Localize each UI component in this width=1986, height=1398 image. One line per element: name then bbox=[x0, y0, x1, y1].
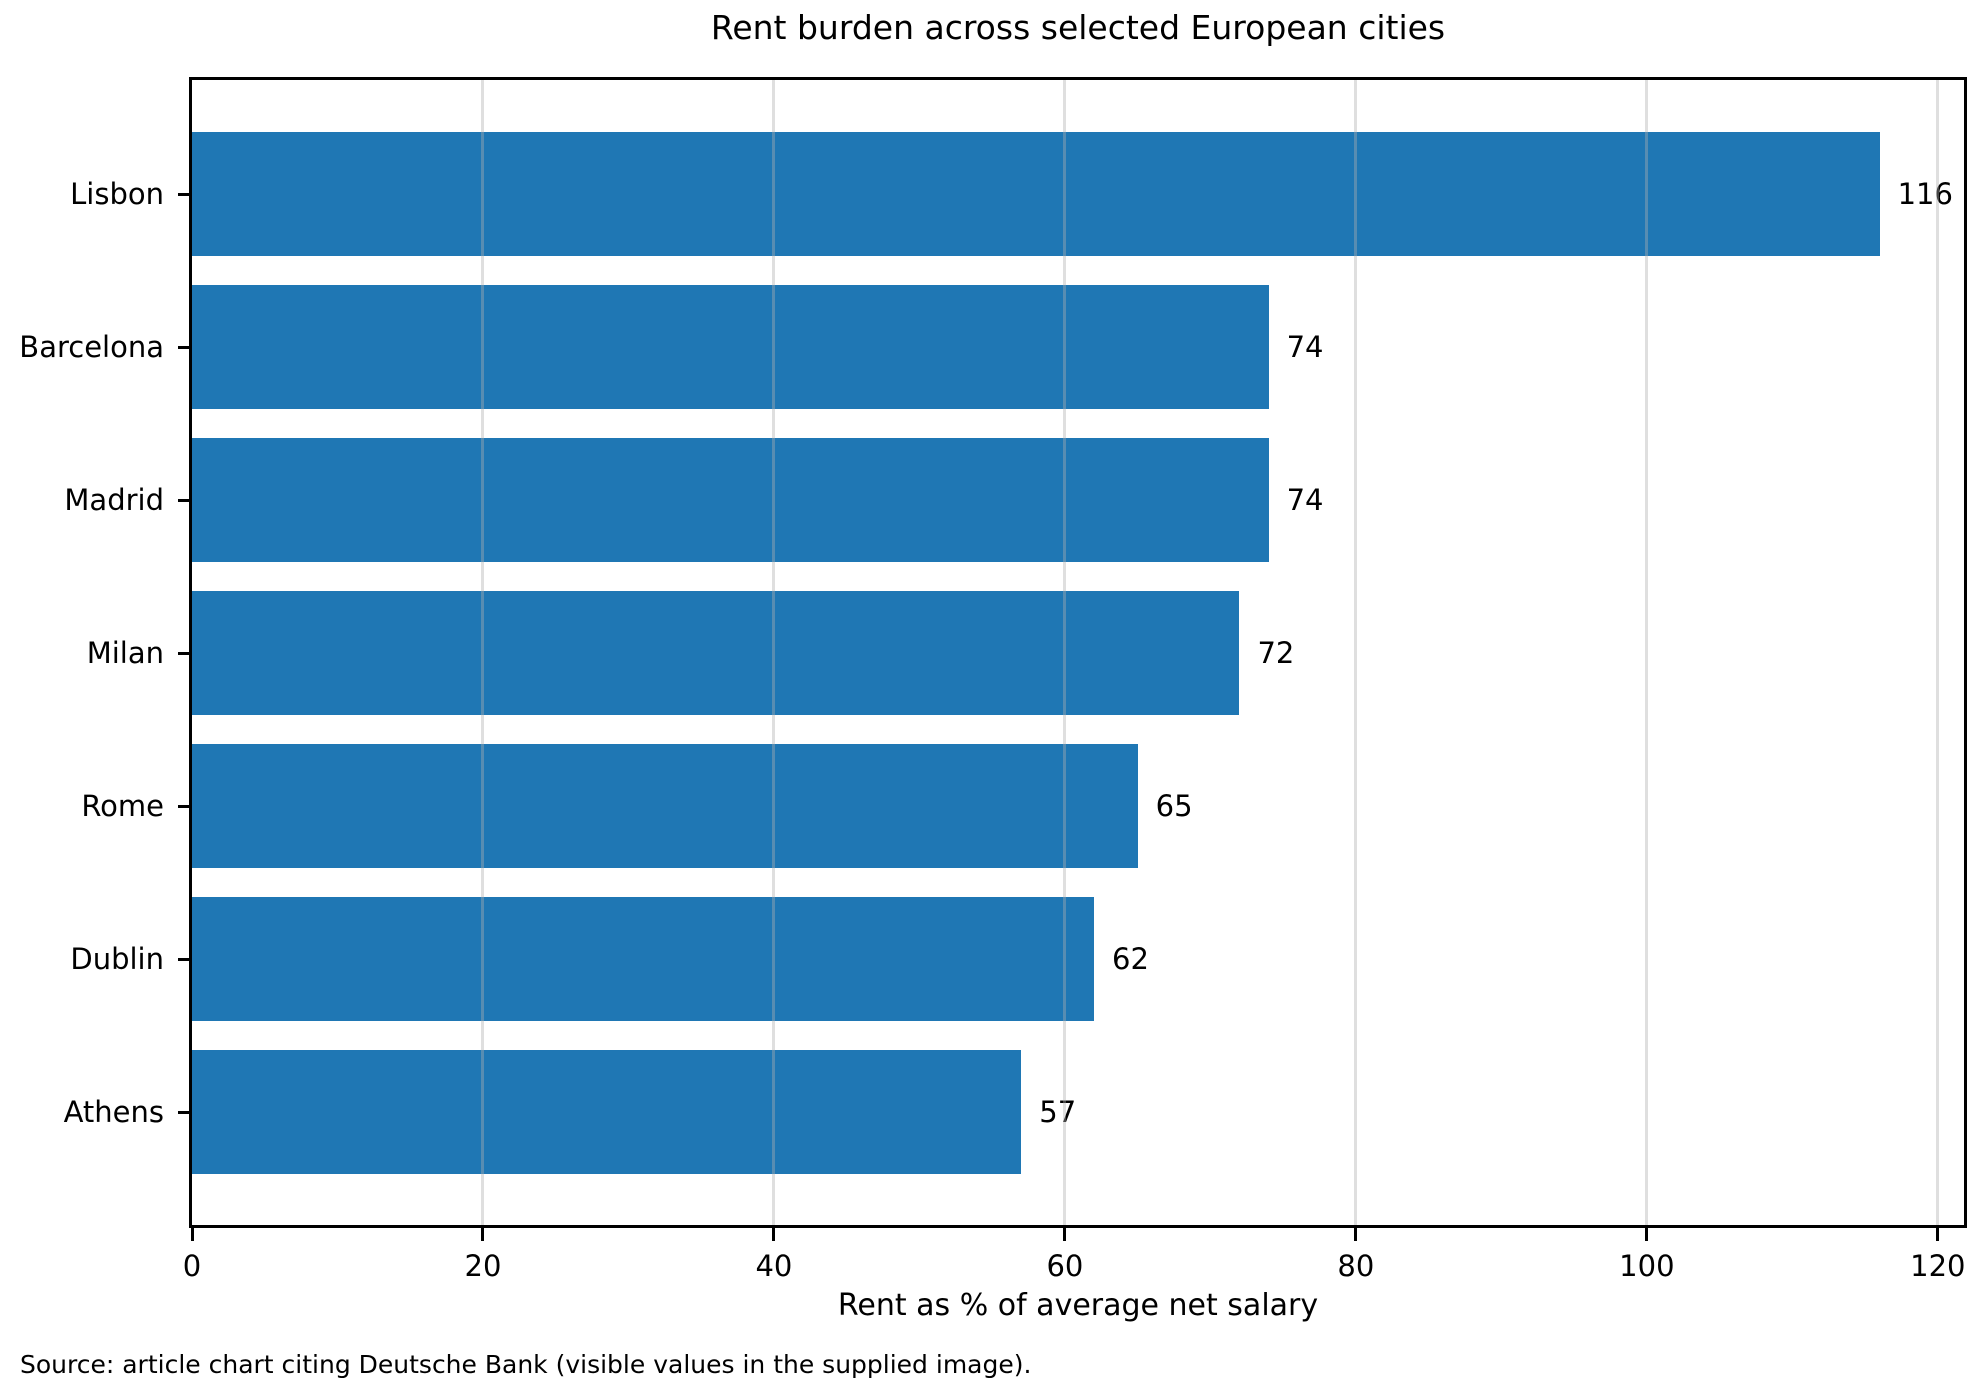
y-tick-label: Milan bbox=[86, 636, 164, 670]
x-tick-label: 40 bbox=[755, 1249, 793, 1283]
bar bbox=[192, 285, 1269, 409]
x-tick-label: 20 bbox=[464, 1249, 502, 1283]
plot-area: Lisbon 116 Barcelona 74 Madrid 74 Milan 72 Rome 6… bbox=[19, 77, 1967, 1283]
x-tick-label: 60 bbox=[1046, 1249, 1084, 1283]
y-tick-label: Lisbon bbox=[70, 177, 164, 211]
x-tick-mark bbox=[190, 1228, 194, 1241]
bar bbox=[192, 132, 1880, 256]
y-tick-mark bbox=[178, 345, 192, 349]
bar bbox=[192, 591, 1240, 715]
bar-value-label: 72 bbox=[1257, 636, 1295, 670]
y-tick-mark bbox=[178, 804, 192, 808]
bar-row: Lisbon 116 bbox=[70, 132, 1964, 256]
bar bbox=[192, 1050, 1022, 1174]
bar-value-label: 74 bbox=[1286, 483, 1324, 517]
bar-row: Barcelona 74 bbox=[19, 285, 1964, 409]
x-axis-title: Rent as % of average net salary bbox=[837, 1288, 1319, 1323]
chart-title: Rent burden across selected European cit… bbox=[710, 8, 1446, 47]
bar-row: Athens 57 bbox=[64, 1050, 1964, 1174]
bars-container: Lisbon 116 Barcelona 74 Madrid 74 Milan 72 Rome 6… bbox=[19, 80, 1964, 1225]
gridline bbox=[1063, 80, 1067, 1225]
gridline bbox=[1645, 80, 1649, 1225]
bar-value-label: 57 bbox=[1039, 1095, 1077, 1129]
x-tick-label: 80 bbox=[1337, 1249, 1375, 1283]
x-tick-mark bbox=[1936, 1228, 1940, 1241]
bar bbox=[192, 897, 1094, 1021]
x-tick-label: 120 bbox=[1910, 1249, 1966, 1283]
y-tick-mark bbox=[178, 651, 192, 655]
y-tick-mark bbox=[178, 192, 192, 196]
bar bbox=[192, 744, 1138, 868]
x-tick-mark bbox=[772, 1228, 776, 1241]
bar-row: Dublin 62 bbox=[70, 897, 1964, 1021]
gridline bbox=[1354, 80, 1358, 1225]
bar-value-label: 62 bbox=[1112, 942, 1149, 976]
gridline bbox=[1936, 80, 1940, 1225]
bar-value-label: 74 bbox=[1286, 330, 1324, 364]
x-tick-mark bbox=[481, 1228, 485, 1241]
y-tick-label: Rome bbox=[81, 789, 164, 823]
y-tick-label: Barcelona bbox=[19, 330, 164, 364]
bar-row: Madrid 74 bbox=[64, 438, 1964, 562]
x-tick-mark bbox=[1645, 1228, 1649, 1241]
gridline bbox=[481, 80, 485, 1225]
y-tick-mark bbox=[178, 1110, 192, 1114]
y-tick-mark bbox=[178, 957, 192, 961]
y-tick-label: Dublin bbox=[70, 942, 164, 976]
bar-value-label: 116 bbox=[1897, 177, 1953, 211]
bar bbox=[192, 438, 1269, 562]
y-tick-label: Madrid bbox=[64, 483, 164, 517]
source-note: Source: article chart citing Deutsche Ba… bbox=[20, 1350, 1032, 1379]
bar-value-label: 65 bbox=[1155, 789, 1193, 823]
gridline bbox=[772, 80, 776, 1225]
x-tick-label: 100 bbox=[1619, 1249, 1675, 1283]
x-tick-mark bbox=[1354, 1228, 1358, 1241]
x-tick-label: 0 bbox=[182, 1249, 202, 1283]
y-tick-mark bbox=[178, 498, 192, 502]
y-tick-label: Athens bbox=[63, 1095, 164, 1129]
bar-row: Milan 72 bbox=[87, 591, 1964, 715]
bar-row: Rome 65 bbox=[81, 744, 1964, 868]
x-tick-mark bbox=[1063, 1228, 1067, 1241]
